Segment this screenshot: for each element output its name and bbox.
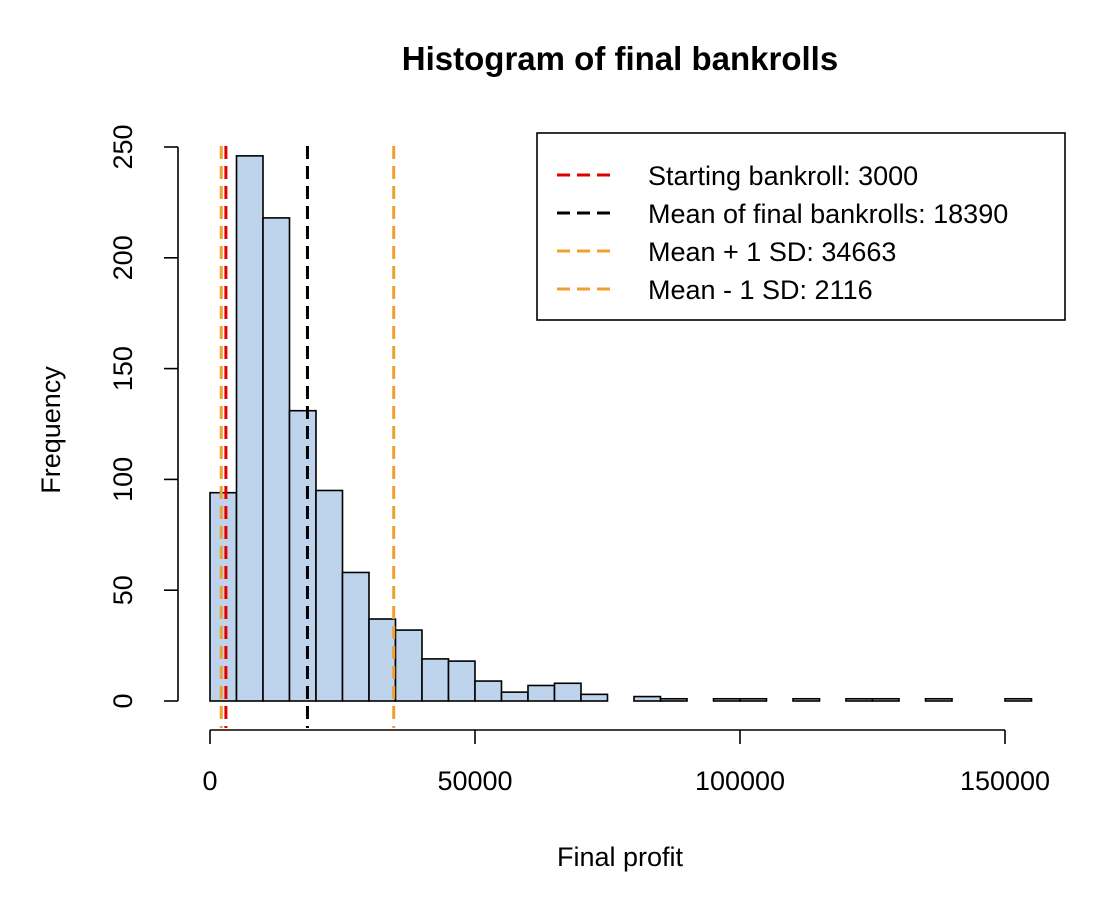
x-tick-label-3: 150000	[960, 766, 1050, 796]
histogram-bar-11	[500, 691, 529, 702]
x-axis-label: Final profit	[557, 842, 684, 872]
histogram-bar-9	[447, 660, 476, 702]
histogram-bar-1	[235, 155, 264, 702]
y-tick-label-3: 150	[108, 346, 138, 391]
y-tick-label-5: 250	[108, 124, 138, 169]
legend-label-mean-minus-sd: Mean - 1 SD: 2116	[648, 275, 873, 305]
histogram-bar-5	[341, 571, 370, 702]
histogram-bar-19	[712, 697, 741, 702]
legend: Starting bankroll: 3000 Mean of final ban…	[536, 132, 1066, 321]
y-tick-label-2: 100	[108, 457, 138, 502]
y-tick-label-1: 50	[108, 575, 138, 605]
chart-title: Histogram of final bankrolls	[402, 40, 838, 77]
histogram-bar-10	[474, 680, 503, 702]
x-tick-label-2: 100000	[695, 766, 785, 796]
histogram-bar-12	[527, 684, 556, 702]
bars	[209, 155, 1033, 702]
x-tick-label-1: 50000	[437, 766, 512, 796]
histogram-bar-14	[580, 693, 609, 702]
histogram-bar-17	[659, 697, 688, 702]
histogram-bar-2	[262, 217, 291, 702]
histogram-bar-13	[553, 682, 582, 702]
histogram-bar-27	[924, 697, 953, 702]
y-tick-label-0: 0	[108, 693, 138, 708]
histogram-bar-30	[1004, 697, 1033, 702]
histogram-bar-25	[871, 697, 900, 702]
histogram-bar-8	[421, 658, 450, 702]
histogram-bar-0	[209, 491, 238, 702]
histogram-bar-7	[394, 629, 423, 702]
legend-box	[536, 132, 1066, 321]
axes: 0 50000 100000 150000 0 50 100 150 200 250	[108, 124, 1050, 796]
histogram-bar-16	[633, 695, 662, 702]
histogram-bar-4	[315, 489, 344, 702]
y-axis-label: Frequency	[36, 366, 66, 494]
x-tick-label-0: 0	[202, 766, 217, 796]
y-tick-label-4: 200	[108, 235, 138, 280]
histogram-bar-24	[845, 697, 874, 702]
histogram-bar-20	[739, 697, 768, 702]
histogram-bar-3	[288, 409, 317, 702]
legend-label-starting-bankroll: Starting bankroll: 3000	[648, 161, 918, 191]
legend-label-mean: Mean of final bankrolls: 18390	[648, 199, 1008, 229]
histogram-bar-22	[792, 697, 821, 702]
histogram-bar-6	[368, 618, 397, 702]
reference-lines	[219, 146, 396, 728]
legend-label-mean-plus-sd: Mean + 1 SD: 34663	[648, 237, 896, 267]
